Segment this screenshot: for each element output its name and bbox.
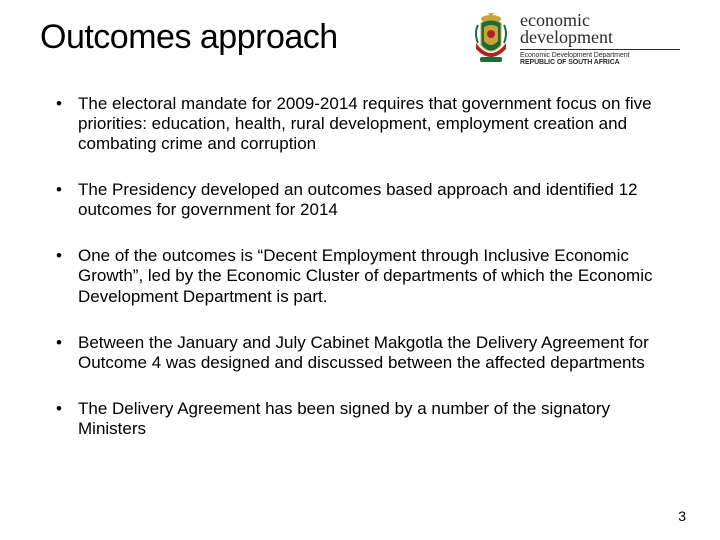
page-number: 3 [678, 508, 686, 524]
logo-block: economic development Economic Developmen… [470, 12, 680, 66]
brand-sub1: Economic Development Department [520, 52, 680, 59]
coat-of-arms-icon [470, 13, 512, 65]
brand-divider [520, 49, 680, 50]
list-item: The Delivery Agreement has been signed b… [50, 399, 680, 439]
slide: Outcomes approach economic development E… [0, 0, 720, 540]
list-item: One of the outcomes is “Decent Employmen… [50, 246, 680, 306]
list-item: Between the January and July Cabinet Mak… [50, 333, 680, 373]
brand-text: economic development Economic Developmen… [520, 12, 680, 66]
content: The electoral mandate for 2009-2014 requ… [40, 94, 680, 439]
list-item: The Presidency developed an outcomes bas… [50, 180, 680, 220]
bullet-list: The electoral mandate for 2009-2014 requ… [50, 94, 680, 439]
page-title: Outcomes approach [40, 18, 338, 57]
list-item: The electoral mandate for 2009-2014 requ… [50, 94, 680, 154]
brand-line2: development [520, 29, 680, 46]
brand-sub2: REPUBLIC OF SOUTH AFRICA [520, 59, 680, 66]
header-row: Outcomes approach economic development E… [40, 18, 680, 66]
